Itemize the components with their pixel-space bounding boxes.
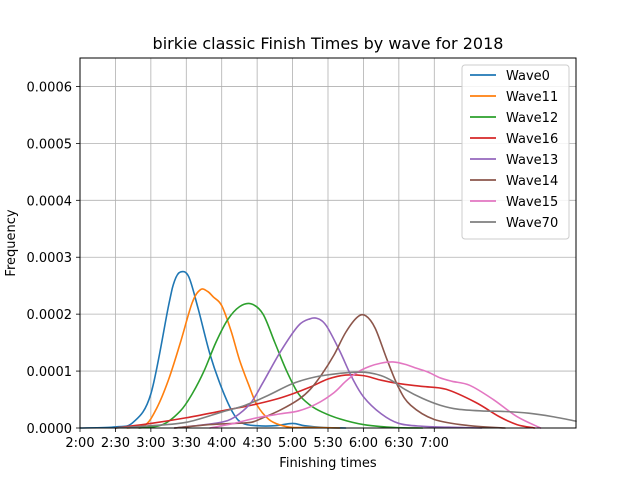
legend-label-wave70: Wave70	[506, 216, 558, 231]
series-line-wave70	[114, 371, 577, 429]
x-tick-label: 6:00	[349, 436, 378, 451]
x-tick-label: 5:00	[278, 436, 307, 451]
series-layer	[79, 270, 577, 429]
legend-label-wave12: Wave12	[506, 111, 558, 126]
x-tick-label: 2:00	[65, 436, 94, 451]
x-tick-label: 4:30	[243, 436, 272, 451]
y-axis-label: Frequency	[4, 209, 19, 276]
legend: Wave0 Wave11 Wave12 Wave16 Wave13 Wave14 Wave1…	[461, 64, 570, 240]
y-tick-label: 0.0003	[27, 251, 73, 266]
legend-label-wave0: Wave0	[506, 69, 550, 84]
legend-box	[461, 64, 570, 240]
x-axis: 2:00 2:30 3:00 3:30 4:00 4:30 5:00 5:30 6:00 6:30…	[65, 428, 449, 451]
series-line-wave13	[173, 317, 483, 429]
x-axis-label: Finishing times	[279, 456, 377, 471]
legend-label-wave16: Wave16	[506, 132, 558, 147]
x-tick-label: 7:00	[420, 436, 449, 451]
y-tick-label: 0.0005	[27, 137, 73, 152]
series-line-wave15	[209, 361, 542, 429]
legend-label-wave15: Wave15	[506, 195, 558, 210]
series-line-wave11	[126, 288, 341, 429]
y-tick-label: 0.0001	[27, 365, 73, 380]
series-line-wave14	[173, 313, 506, 429]
y-tick-label: 0.0006	[27, 80, 73, 95]
x-tick-label: 6:30	[384, 436, 413, 451]
legend-label-wave13: Wave13	[506, 153, 558, 168]
y-axis: 0.0000 0.0001 0.0002 0.0003 0.0004 0.0005 0.00…	[27, 80, 80, 437]
series-line-wave16	[114, 373, 536, 429]
x-tick-label: 3:30	[172, 436, 201, 451]
legend-label-wave14: Wave14	[506, 174, 558, 189]
x-tick-label: 4:00	[207, 436, 236, 451]
series-line-wave0	[79, 270, 347, 429]
legend-label-wave11: Wave11	[506, 90, 558, 105]
y-tick-label: 0.0002	[27, 308, 73, 323]
x-tick-label: 2:30	[101, 436, 130, 451]
y-tick-label: 0.0004	[27, 194, 73, 209]
x-tick-label: 5:30	[313, 436, 342, 451]
x-tick-label: 3:00	[136, 436, 165, 451]
y-tick-label: 0.0000	[27, 422, 73, 437]
chart-title: birkie classic Finish Times by wave for …	[153, 34, 504, 53]
series-line-wave12	[138, 302, 424, 429]
